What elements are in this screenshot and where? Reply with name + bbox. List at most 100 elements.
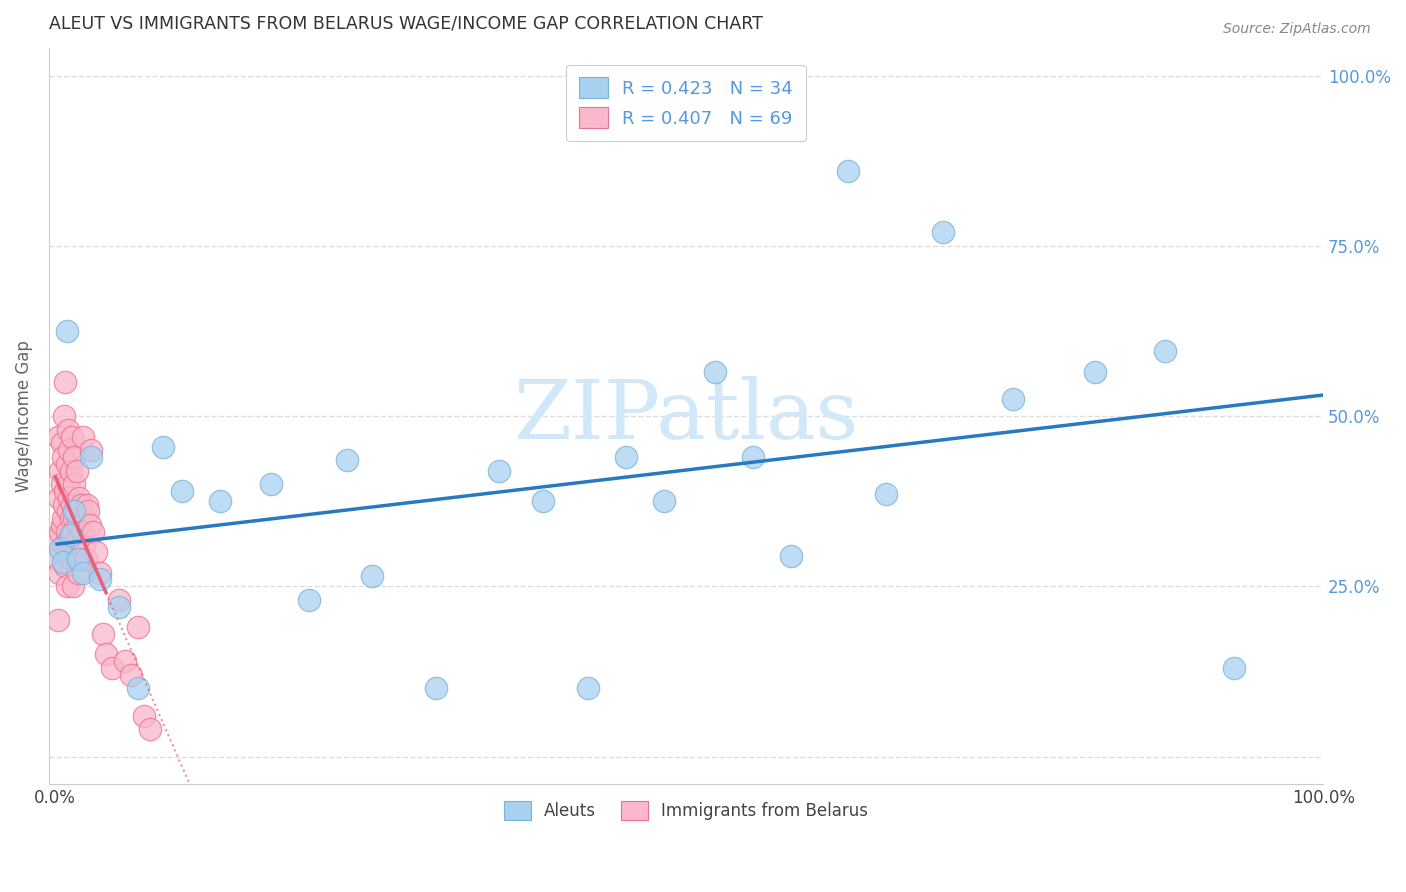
Point [72, 566, 94, 580]
Point [82, 524, 104, 539]
Point [1001, 392, 1024, 406]
Point [120, 668, 142, 682]
Point [55, 324, 77, 338]
Point [55, 375, 77, 389]
Point [703, 365, 725, 379]
Point [1084, 365, 1107, 379]
Point [59, 511, 82, 525]
Point [58, 532, 80, 546]
Point [58, 443, 80, 458]
Point [55, 457, 77, 471]
Point [63, 511, 86, 525]
Point [209, 494, 232, 508]
Point [533, 494, 555, 508]
Point [58, 491, 80, 505]
Point [53, 498, 76, 512]
Point [1223, 661, 1246, 675]
Point [69, 552, 91, 566]
Point [70, 524, 93, 539]
Point [576, 681, 599, 696]
Point [172, 483, 194, 498]
Point [260, 477, 283, 491]
Point [93, 627, 115, 641]
Point [67, 491, 90, 505]
Point [45, 532, 67, 546]
Point [51, 436, 73, 450]
Point [52, 556, 75, 570]
Point [336, 453, 359, 467]
Legend: Aleuts, Immigrants from Belarus: Aleuts, Immigrants from Belarus [498, 794, 875, 827]
Point [56, 545, 79, 559]
Point [60, 429, 83, 443]
Point [60, 538, 83, 552]
Point [48, 566, 70, 580]
Point [69, 498, 91, 512]
Point [56, 477, 79, 491]
Point [52, 450, 75, 464]
Point [55, 558, 77, 573]
Point [59, 552, 82, 566]
Point [65, 545, 87, 559]
Point [741, 450, 763, 464]
Point [62, 524, 84, 539]
Point [84, 545, 107, 559]
Point [55, 483, 77, 498]
Point [51, 518, 73, 533]
Point [94, 648, 117, 662]
Text: ZIPatlas: ZIPatlas [513, 376, 859, 456]
Point [48, 491, 70, 505]
Point [63, 504, 86, 518]
Point [49, 464, 72, 478]
Point [107, 599, 129, 614]
Point [46, 552, 69, 566]
Point [89, 573, 111, 587]
Text: Source: ZipAtlas.com: Source: ZipAtlas.com [1223, 22, 1371, 37]
Point [59, 464, 82, 478]
Point [65, 504, 87, 518]
Point [51, 477, 73, 491]
Y-axis label: Wage/Income Gap: Wage/Income Gap [15, 340, 32, 492]
Point [875, 487, 897, 501]
Point [80, 443, 103, 458]
Point [63, 450, 86, 464]
Point [127, 681, 149, 696]
Point [66, 464, 89, 478]
Point [53, 409, 76, 423]
Point [55, 579, 77, 593]
Point [67, 552, 90, 566]
Point [56, 504, 79, 518]
Point [652, 494, 675, 508]
Point [614, 450, 637, 464]
Point [76, 498, 98, 512]
Point [932, 225, 955, 239]
Point [837, 164, 859, 178]
Point [425, 681, 447, 696]
Point [361, 569, 384, 583]
Point [79, 518, 101, 533]
Point [55, 524, 77, 539]
Point [72, 429, 94, 443]
Point [73, 538, 96, 552]
Point [56, 423, 79, 437]
Point [127, 620, 149, 634]
Point [53, 538, 76, 552]
Point [49, 541, 72, 556]
Point [63, 477, 86, 491]
Point [67, 566, 90, 580]
Point [67, 518, 90, 533]
Point [488, 464, 510, 478]
Point [80, 450, 103, 464]
Point [114, 654, 136, 668]
Point [89, 566, 111, 580]
Point [779, 549, 801, 563]
Point [46, 429, 69, 443]
Point [152, 440, 174, 454]
Point [298, 593, 321, 607]
Point [66, 532, 89, 546]
Point [75, 552, 97, 566]
Point [132, 708, 155, 723]
Point [1153, 344, 1175, 359]
Point [59, 528, 82, 542]
Point [101, 661, 124, 675]
Point [139, 723, 162, 737]
